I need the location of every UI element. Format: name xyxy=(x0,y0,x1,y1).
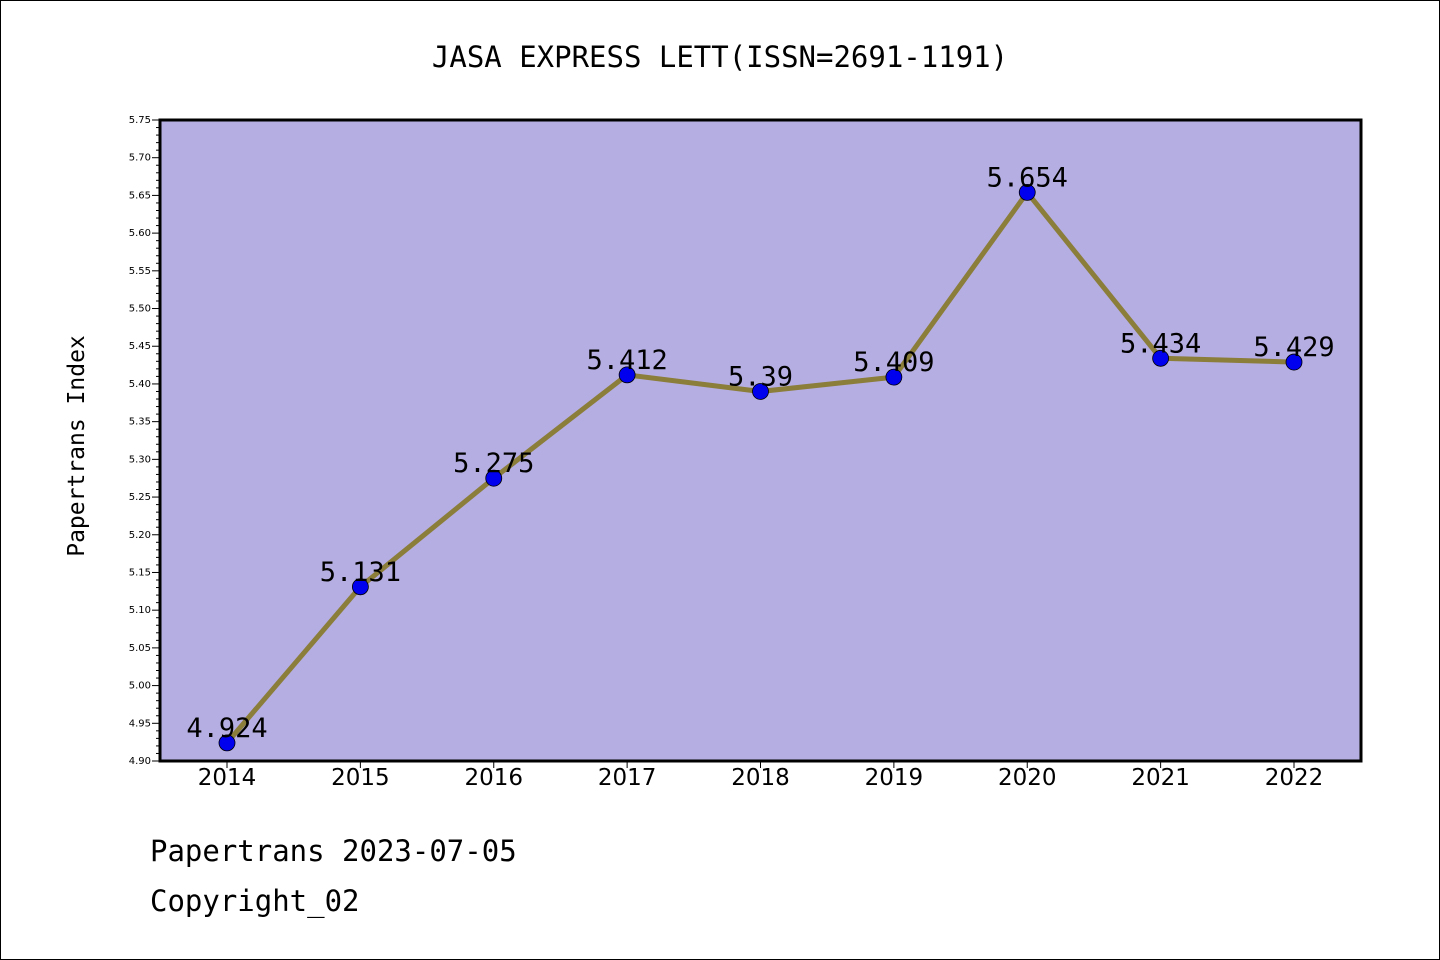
x-axis: 2014 2015 2016 2017 2018 2019 2020 2021 2022 xyxy=(198,761,1324,791)
footer-copyright: Copyright_02 xyxy=(150,884,360,918)
x-tick-label: 2019 xyxy=(865,765,924,791)
y-axis-label: Papertrans Index xyxy=(64,335,90,557)
data-label: 5.409 xyxy=(853,347,934,378)
data-label-layer: 4.924 5.131 5.275 5.412 5.39 5.409 5.654 5.434 5… xyxy=(186,162,1334,744)
data-label: 5.429 xyxy=(1253,332,1334,363)
y-tick-label: 5.10 xyxy=(129,605,151,616)
y-tick-label: 5.35 xyxy=(129,417,151,428)
y-tick-label: 5.60 xyxy=(129,228,151,239)
x-tick-label: 2014 xyxy=(198,765,257,791)
x-tick-label: 2022 xyxy=(1265,765,1324,791)
y-tick-label: 5.05 xyxy=(129,643,151,654)
data-label: 5.434 xyxy=(1120,328,1201,359)
y-tick-label: 4.95 xyxy=(129,718,151,729)
data-point xyxy=(1152,349,1170,367)
plot-area xyxy=(160,120,1361,761)
x-tick-label: 2015 xyxy=(331,765,390,791)
data-label: 5.275 xyxy=(453,448,534,479)
marker-layer xyxy=(218,183,1303,752)
data-label: 4.924 xyxy=(186,713,267,744)
data-point xyxy=(1018,183,1036,201)
data-label: 5.654 xyxy=(987,162,1068,193)
x-tick-label: 2021 xyxy=(1131,765,1190,791)
y-tick-label: 5.40 xyxy=(129,379,151,390)
plot-border xyxy=(158,118,1363,763)
data-label: 5.131 xyxy=(320,557,401,588)
y-axis: 4.90 4.95 5.00 5.05 5.10 5.15 5.20 5.25 5.30 5.35… xyxy=(129,115,160,767)
y-tick-label: 5.25 xyxy=(129,492,151,503)
y-tick-label: 5.70 xyxy=(129,153,151,164)
x-tick-label: 2017 xyxy=(598,765,657,791)
y-tick-label: 5.50 xyxy=(129,304,151,315)
footer-date: Papertrans 2023-07-05 xyxy=(150,834,517,868)
data-point xyxy=(1285,353,1303,371)
data-point xyxy=(885,368,903,386)
y-tick-label: 5.75 xyxy=(129,115,151,126)
y-tick-label: 5.15 xyxy=(129,567,151,578)
x-tick-label: 2020 xyxy=(998,765,1057,791)
data-point xyxy=(618,366,636,384)
data-label: 5.412 xyxy=(586,345,667,376)
y-tick-label: 5.00 xyxy=(129,681,151,692)
data-point xyxy=(752,383,769,400)
data-label: 5.39 xyxy=(728,361,793,392)
data-point xyxy=(485,469,503,487)
x-tick-label: 2016 xyxy=(464,765,523,791)
y-tick-label: 5.45 xyxy=(129,341,151,352)
y-tick-label: 4.90 xyxy=(129,756,151,767)
y-tick-label: 5.20 xyxy=(129,530,151,541)
x-tick-label: 2018 xyxy=(731,765,790,791)
data-point xyxy=(218,734,236,752)
y-tick-label: 5.65 xyxy=(129,190,151,201)
chart-title: JASA EXPRESS LETT(ISSN=2691-1191) xyxy=(432,40,1008,74)
data-point xyxy=(351,578,369,596)
y-tick-label: 5.30 xyxy=(129,454,151,465)
y-tick-label: 5.55 xyxy=(129,266,151,277)
